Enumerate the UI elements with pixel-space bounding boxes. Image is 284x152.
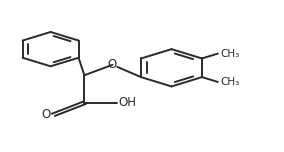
Text: CH₃: CH₃	[220, 77, 239, 87]
Text: CH₃: CH₃	[220, 49, 239, 59]
Text: O: O	[41, 108, 51, 121]
Text: O: O	[108, 58, 117, 71]
Text: OH: OH	[118, 96, 136, 109]
